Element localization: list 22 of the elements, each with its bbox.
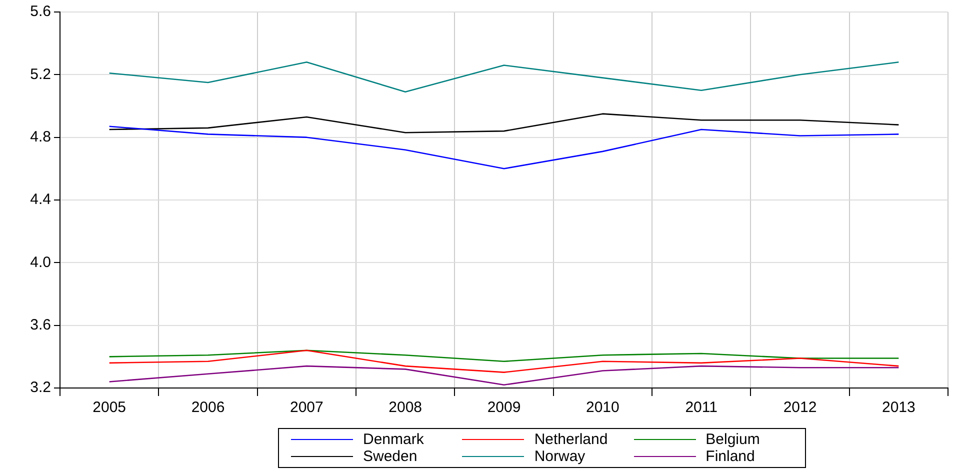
x-tick-label: 2009 bbox=[487, 399, 521, 416]
x-tick-label: 2012 bbox=[783, 399, 817, 416]
x-tick-label: 2005 bbox=[92, 399, 126, 416]
y-tick-label: 5.6 bbox=[30, 3, 51, 20]
legend-label: Norway bbox=[534, 448, 586, 465]
y-tick-label: 3.6 bbox=[30, 316, 51, 334]
legend-label: Denmark bbox=[363, 431, 424, 448]
y-tick-label: 3.2 bbox=[30, 379, 51, 396]
x-tick-label: 2007 bbox=[290, 399, 324, 416]
y-tick-label: 5.2 bbox=[30, 66, 51, 83]
x-tick-label: 2008 bbox=[388, 399, 422, 416]
x-tick-label: 2011 bbox=[685, 399, 718, 416]
x-tick-label: 2010 bbox=[586, 399, 620, 416]
y-tick-label: 4.4 bbox=[30, 191, 51, 208]
y-tick-label: 4.0 bbox=[30, 254, 51, 271]
legend-label: Belgium bbox=[706, 431, 760, 448]
y-tick-label: 4.8 bbox=[30, 128, 51, 146]
legend-label: Finland bbox=[706, 448, 755, 465]
x-tick-label: 2013 bbox=[882, 399, 916, 416]
legend-label: Sweden bbox=[363, 448, 418, 465]
x-tick-label: 2006 bbox=[191, 399, 225, 416]
legend-label: Netherland bbox=[534, 431, 608, 448]
